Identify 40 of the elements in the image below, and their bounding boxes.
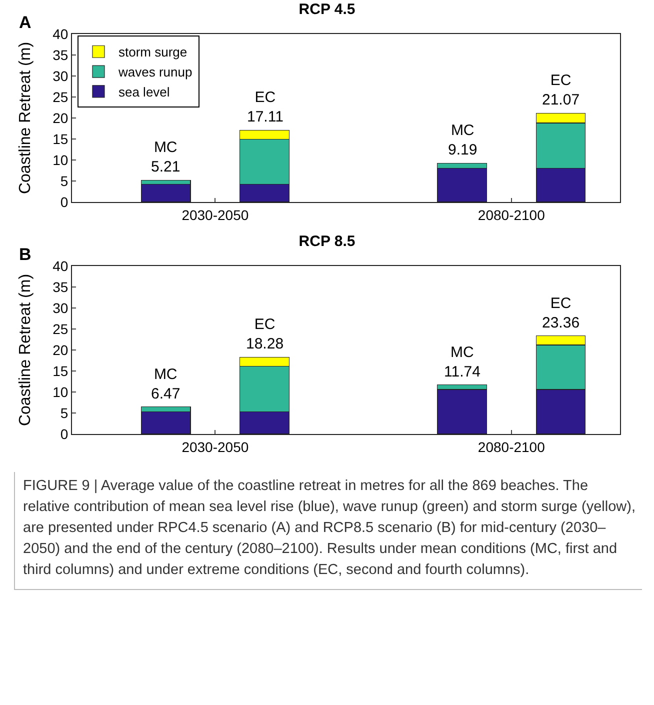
y-tick-label: 25 <box>52 88 68 105</box>
y-tick-label: 10 <box>52 152 68 168</box>
y-tick-label: 15 <box>52 362 68 379</box>
y-tick-label: 25 <box>52 320 68 337</box>
total-label: EC 21.07 <box>542 72 580 108</box>
total-label: EC 18.28 <box>246 316 284 352</box>
y-axis-title: Coastline Retreat (m) <box>17 42 34 194</box>
y-tick-label: 10 <box>52 384 68 400</box>
total-label: MC 11.74 <box>444 344 480 380</box>
y-axis-title: Coastline Retreat (m) <box>17 274 34 426</box>
total-label: MC 6.47 <box>151 366 180 402</box>
y-tick-label: 40 <box>52 258 68 274</box>
y-tick-label: 5 <box>60 404 68 421</box>
total-label: MC 9.19 <box>448 122 478 158</box>
y-tick-label: 30 <box>52 68 68 84</box>
y-tick-label: 0 <box>60 426 68 442</box>
x-tick-label: 2080-2100 <box>478 438 546 455</box>
y-tick-label: 15 <box>52 130 68 147</box>
legend-label: sea level <box>118 84 170 100</box>
y-tick-label: 5 <box>60 172 68 189</box>
caption: FIGURE 9 | Average value of the coastline retreat in metres for all the 869 beaches. The relative contribution of mean sea level rise (blue), wave runup (green) and storm surge (yellow), are presented under RPC4.5 scenario (A) and RCP8.5 scenario (B) for mid-century (2030–2050) and the end of the century (2080–2100). Results under mean conditions (MC, first and third columns) and under extreme conditions (EC, second and fourth columns). <box>14 472 642 590</box>
y-tick-label: 20 <box>52 342 68 358</box>
y-tick-label: 35 <box>52 278 68 295</box>
y-tick-label: 30 <box>52 300 68 316</box>
text: A <box>19 13 32 32</box>
chart-title: RCP 8.5 <box>298 232 356 250</box>
total-label: MC 5.21 <box>151 139 180 176</box>
x-tick-label: 2030-2050 <box>182 438 249 455</box>
y-tick-label: 20 <box>52 110 68 126</box>
x-tick-label: 2080-2100 <box>478 206 546 223</box>
y-tick-label: 0 <box>60 194 68 210</box>
x-tick-label: 2030-2050 <box>182 206 249 223</box>
legend-label: waves runup <box>117 64 192 80</box>
y-tick-label: 35 <box>52 46 68 63</box>
total-label: EC 17.11 <box>247 89 284 126</box>
y-tick-label: 40 <box>52 26 68 42</box>
chart-title: RCP 4.5 <box>298 0 356 18</box>
total-label: EC 23.36 <box>542 295 580 332</box>
text: B <box>19 245 32 264</box>
legend-label: storm surge <box>118 44 188 60</box>
